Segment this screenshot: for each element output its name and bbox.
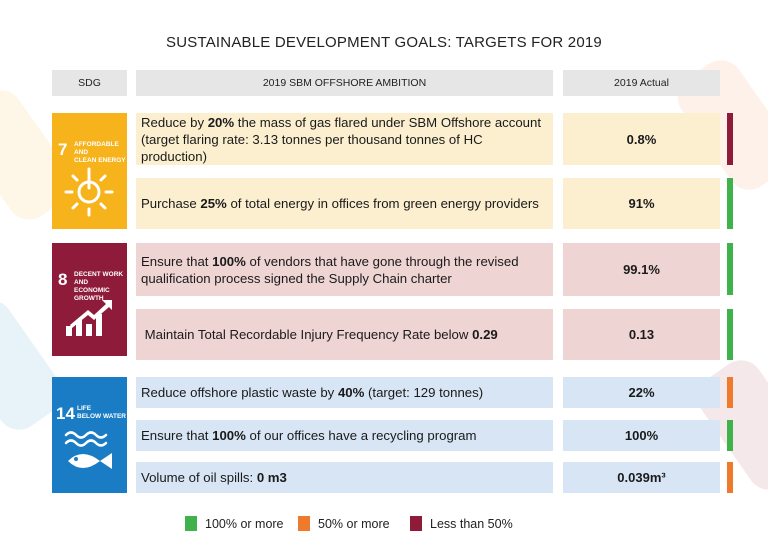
ambition-text: Ensure that 100% of our offices have a r… <box>141 428 477 443</box>
ambition-cell: Purchase 25% of total energy in offices … <box>136 178 553 229</box>
status-indicator-bar <box>727 462 733 493</box>
legend-swatch <box>410 516 422 531</box>
sdg-label: DECENT WORK AND ECONOMIC GROWTH <box>74 271 124 302</box>
status-indicator-bar <box>727 420 733 451</box>
growth-chart-icon <box>66 300 112 336</box>
sdg-7-tile: 7 AFFORDABLE AND CLEAN ENERGY <box>52 113 127 229</box>
actual-value: 22% <box>563 377 720 408</box>
ambition-text: Reduce offshore plastic waste by 40% (ta… <box>141 385 484 400</box>
status-indicator-bar <box>727 178 733 229</box>
sun-power-icon <box>64 167 114 217</box>
header-ambition: 2019 SBM OFFSHORE AMBITION <box>136 70 553 96</box>
ambition-text: Ensure that 100% of vendors that have go… <box>141 253 519 286</box>
sdg-14-tile: 14 LIFE BELOW WATER <box>52 377 127 493</box>
legend-item-green: 100% or more <box>185 516 284 531</box>
header-sdg: SDG <box>52 70 127 96</box>
ambition-text: Volume of oil spills: 0 m3 <box>141 470 287 485</box>
sdg-number: 14 <box>56 404 75 423</box>
page-title: SUSTAINABLE DEVELOPMENT GOALS: TARGETS F… <box>166 34 602 51</box>
ambition-cell: Reduce by 20% the mass of gas flared und… <box>136 113 553 165</box>
status-indicator-bar <box>727 309 733 360</box>
fish-waves-icon <box>64 431 112 469</box>
header-actual: 2019 Actual <box>563 70 720 96</box>
actual-value: 99.1% <box>563 243 720 296</box>
actual-value: 0.8% <box>563 113 720 165</box>
sdg-label: AFFORDABLE AND CLEAN ENERGY <box>74 141 126 164</box>
legend-item-orange: 50% or more <box>298 516 390 531</box>
ambition-cell: Reduce offshore plastic waste by 40% (ta… <box>136 377 553 408</box>
sdg-number: 7 <box>58 140 68 159</box>
ambition-text: Purchase 25% of total energy in offices … <box>141 196 539 211</box>
ambition-text: Reduce by 20% the mass of gas flared und… <box>141 114 542 164</box>
status-indicator-bar <box>727 243 733 295</box>
ambition-cell: Volume of oil spills: 0 m3 <box>136 462 553 493</box>
ambition-text: Maintain Total Recordable Injury Frequen… <box>141 327 498 342</box>
sdg-number: 8 <box>58 270 68 289</box>
legend-swatch <box>298 516 310 531</box>
actual-value: 0.13 <box>563 309 720 360</box>
actual-value: 91% <box>563 178 720 229</box>
status-indicator-bar <box>727 377 733 408</box>
ambition-cell: Ensure that 100% of our offices have a r… <box>136 420 553 451</box>
actual-value: 100% <box>563 420 720 451</box>
legend-swatch <box>185 516 197 531</box>
sdg-8-tile: 8 DECENT WORK AND ECONOMIC GROWTH <box>52 243 127 356</box>
sdg-label: LIFE BELOW WATER <box>77 405 126 420</box>
ambition-cell: Maintain Total Recordable Injury Frequen… <box>136 309 553 360</box>
actual-value: 0.039m³ <box>563 462 720 493</box>
ambition-cell: Ensure that 100% of vendors that have go… <box>136 243 553 296</box>
legend-item-red: Less than 50% <box>410 516 513 531</box>
status-indicator-bar <box>727 113 733 165</box>
